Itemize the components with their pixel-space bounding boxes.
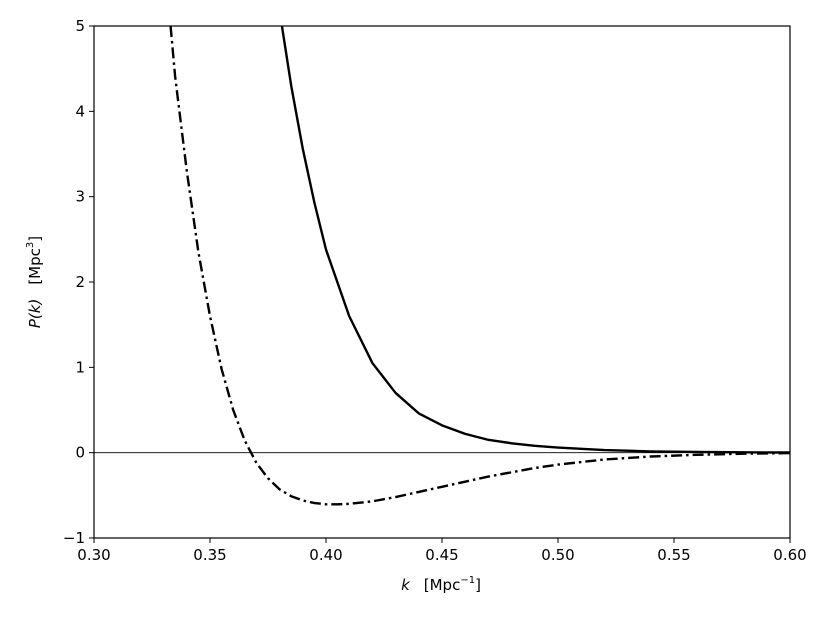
y-axis-unit-prefix: [Mpc <box>26 248 44 285</box>
y-tick-label: 0 <box>75 444 85 462</box>
y-tick-label: 4 <box>75 102 85 120</box>
y-tick-label: 1 <box>75 358 85 376</box>
series-line-dashdot <box>169 26 790 506</box>
y-axis-variable: P(k) <box>26 299 44 328</box>
y-axis-unit-suffix: ] <box>26 236 44 242</box>
series-line-solid <box>280 26 790 454</box>
axis-ticks: 0.30 0.35 0.40 0.45 0.50 0.55 0.60 −1 0 1 2 3 4 5 <box>63 17 807 564</box>
x-tick-label: 0.60 <box>773 546 806 564</box>
x-tick-label: 0.55 <box>657 546 690 564</box>
x-tick-label: 0.50 <box>541 546 574 564</box>
plot-frame <box>93 25 791 539</box>
x-axis-unit-suffix: ] <box>475 576 481 594</box>
x-tick-label: 0.35 <box>193 546 226 564</box>
y-axis-unit-exponent: 3 <box>25 242 36 248</box>
x-tick-label: 0.45 <box>425 546 458 564</box>
y-tick-label: 3 <box>75 188 85 206</box>
x-axis-variable: k <box>401 576 411 594</box>
x-tick-label: 0.30 <box>77 546 110 564</box>
x-tick-label: 0.40 <box>309 546 342 564</box>
x-axis-unit-exponent: −1 <box>460 575 475 586</box>
x-axis-unit-prefix: [Mpc <box>424 576 461 594</box>
y-axis-label: P(k) [Mpc3] <box>25 236 44 328</box>
y-tick-label: 5 <box>75 17 85 35</box>
y-tick-label: −1 <box>63 529 85 547</box>
y-tick-label: 2 <box>75 273 85 291</box>
x-axis-label: k [Mpc−1] <box>401 575 481 594</box>
plot-area <box>94 26 790 506</box>
